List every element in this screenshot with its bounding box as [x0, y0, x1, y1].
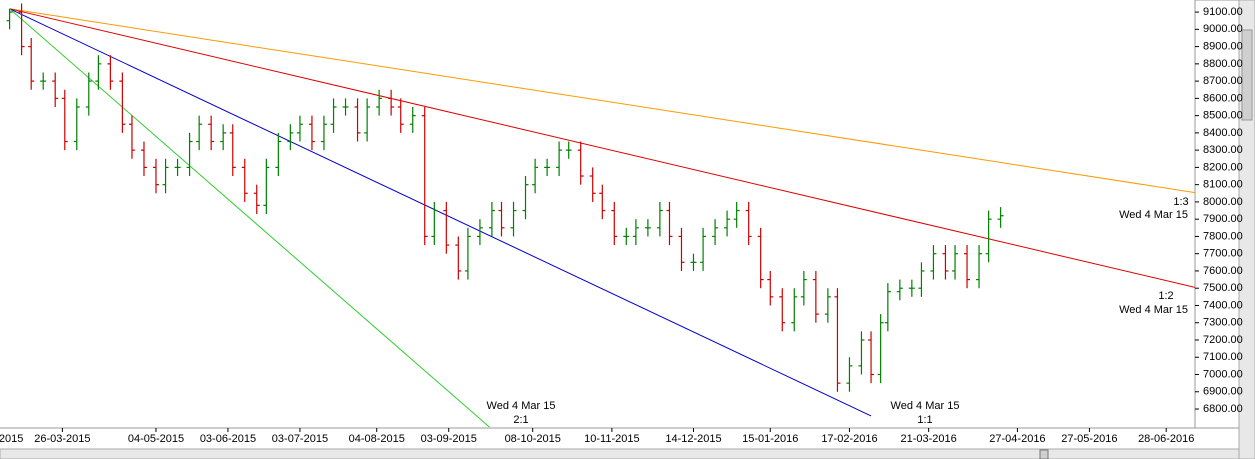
y-tick-label: 6800.00 [1203, 403, 1243, 415]
plot-area [0, 0, 1195, 428]
y-tick-label: 8100.00 [1203, 179, 1243, 191]
y-tick-label: 7300.00 [1203, 317, 1243, 329]
y-tick-label: 9100.00 [1203, 6, 1243, 18]
y-tick-label: 8400.00 [1203, 127, 1243, 139]
y-tick-label: 7800.00 [1203, 230, 1243, 242]
x-tick-label: 17-02-2016 [821, 433, 877, 445]
y-tick-label: 9000.00 [1203, 23, 1243, 35]
fan-line [9, 8, 1195, 194]
x-tick-label: 08-10-2015 [505, 433, 561, 445]
y-tick-label: 7600.00 [1203, 265, 1243, 277]
x-tick-label: 10-11-2015 [584, 433, 639, 445]
x-tick-label: 14-12-2015 [665, 433, 721, 445]
fan-name: 1:2 [1158, 290, 1173, 302]
fan-label: Wed 4 Mar 15 [1119, 209, 1188, 221]
x-tick-label: 03-09-2015 [421, 433, 477, 445]
y-tick-label: 7400.00 [1203, 299, 1243, 311]
y-tick-label: 7200.00 [1203, 334, 1243, 346]
x-tick-label: 03-06-2015 [200, 433, 256, 445]
y-tick-label: 8500.00 [1203, 110, 1243, 122]
x-tick-label: 03-07-2015 [272, 433, 328, 445]
x-tick-label: 04-05-2015 [128, 433, 184, 445]
fan-name: 2:1 [513, 414, 528, 426]
x-tick-label: 28-06-2016 [1138, 433, 1194, 445]
scroll-thumb[interactable] [1241, 29, 1253, 121]
y-tick-label: 8000.00 [1203, 196, 1243, 208]
x-tick-label: 04-08-2015 [349, 433, 405, 445]
y-tick-label: 8700.00 [1203, 75, 1243, 87]
fan-label: Wed 4 Mar 15 [487, 400, 556, 412]
fan-line [9, 8, 490, 428]
y-tick-label: 6900.00 [1203, 386, 1243, 398]
fan-name: 1:1 [917, 414, 932, 426]
y-tick-label: 8900.00 [1203, 41, 1243, 53]
y-tick-label: 7000.00 [1203, 368, 1243, 380]
fan-line [9, 8, 1195, 288]
y-tick-label: 8200.00 [1203, 161, 1243, 173]
y-axis-area [1194, 0, 1240, 429]
fan-line [9, 8, 872, 417]
y-tick-label: 7100.00 [1203, 351, 1243, 363]
fan-label: Wed 4 Mar 15 [891, 400, 960, 412]
fan-label: Wed 4 Mar 15 [1119, 304, 1188, 316]
x-tick-label: 15-01-2016 [742, 433, 798, 445]
y-tick-label: 8800.00 [1203, 58, 1243, 70]
x-tick-label: 26-03-2015 [34, 433, 90, 445]
y-tick-label: 8300.00 [1203, 144, 1243, 156]
fan-name: 1:3 [1173, 196, 1188, 208]
y-tick-label: 7500.00 [1203, 282, 1243, 294]
x-tick-label: 21-03-2016 [901, 433, 957, 445]
x-tick-label: 27-05-2016 [1061, 433, 1117, 445]
horizontal-scrollbar[interactable] [0, 448, 1240, 459]
y-tick-label: 8600.00 [1203, 92, 1243, 104]
y-tick-label: 7900.00 [1203, 213, 1243, 225]
scroll-handle[interactable] [1039, 449, 1049, 459]
x-tick-label: 27-04-2016 [989, 433, 1045, 445]
x-tick-label: 26-02-2015 [0, 433, 23, 445]
y-tick-label: 7700.00 [1203, 248, 1243, 260]
